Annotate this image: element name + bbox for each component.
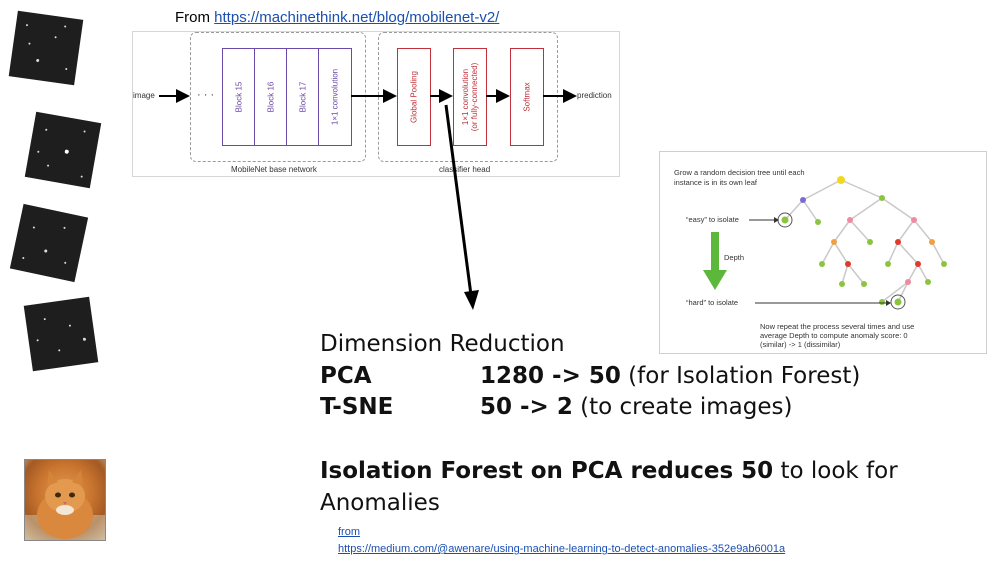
flow-arrows	[159, 89, 577, 103]
footer-from-link[interactable]: from	[338, 526, 360, 538]
tree-caption-top: Grow a random decision tree until each i…	[674, 168, 805, 187]
source-link[interactable]: https://machinethink.net/blog/mobilenet-…	[214, 9, 500, 26]
pca-method: PCA	[320, 363, 372, 389]
hard-label: “hard” to isolate	[686, 298, 739, 307]
isolation-forest-rest: to look for	[773, 458, 898, 484]
star-field-thumbnail-4	[23, 296, 99, 372]
base-network-label: MobileNet base network	[231, 165, 317, 174]
source-header: From https://machinethink.net/blog/mobil…	[175, 9, 499, 26]
anomalies-line: Anomalies	[320, 490, 440, 516]
pca-value: 1280 -> 50	[480, 363, 621, 389]
conv-fc-block: 1×1 convolution (or fully-connected)	[453, 48, 487, 146]
depth-label: Depth	[724, 253, 745, 262]
mobilenet-diagram: image · · · Block 15 Block 16 Block 17 1…	[132, 31, 620, 177]
easy-label: “easy” to isolate	[686, 215, 739, 224]
block-15: Block 15	[222, 48, 256, 146]
dimension-reduction-heading: Dimension Reduction	[320, 331, 565, 357]
pca-note: (for Isolation Forest)	[620, 363, 861, 389]
ellipsis: · · ·	[197, 89, 215, 101]
footer-source: from https://medium.com/@awenare/using-m…	[338, 524, 785, 558]
input-label: image	[133, 91, 155, 100]
isolation-forest-line: Isolation Forest on PCA reduces 50 to lo…	[320, 456, 898, 487]
footer-source-link[interactable]: https://medium.com/@awenare/using-machin…	[338, 543, 786, 555]
decision-tree-graphic	[703, 176, 947, 310]
cat-face-graphic	[25, 470, 105, 540]
from-label: From	[175, 9, 210, 26]
block-17: Block 17	[286, 48, 320, 146]
tsne-method: T-SNE	[320, 394, 394, 420]
output-label: prediction	[577, 91, 612, 100]
classifier-head-label: classifier head	[439, 165, 491, 174]
tsne-note: (to create images)	[572, 394, 793, 420]
softmax-block: Softmax	[510, 48, 544, 146]
isolation-forest-bold: Isolation Forest on PCA reduces 50	[320, 458, 774, 484]
star-field-thumbnail-3	[9, 203, 89, 283]
pointer-arrow	[444, 104, 479, 310]
star-field-thumbnail-2	[24, 111, 102, 189]
cat-photo	[24, 459, 106, 541]
tree-caption-bottom: Now repeat the process several times and…	[760, 322, 915, 349]
isolation-tree-figure: Grow a random decision tree until each i…	[659, 151, 987, 354]
tsne-value: 50 -> 2	[480, 394, 573, 420]
star-field-thumbnail-1	[8, 10, 84, 86]
